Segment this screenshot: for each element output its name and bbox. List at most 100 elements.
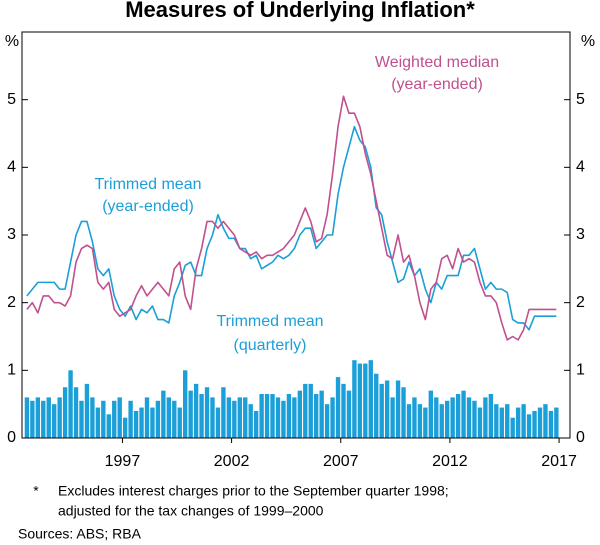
bar <box>488 394 494 438</box>
bar <box>466 397 472 438</box>
bar <box>221 387 226 438</box>
bar <box>62 387 68 438</box>
bar <box>281 400 286 438</box>
bar <box>172 400 177 438</box>
y2-tick-label: 2 <box>576 294 585 311</box>
bar <box>133 410 139 438</box>
bar <box>52 404 57 438</box>
x-tick-label: 2017 <box>541 453 577 470</box>
bar <box>243 397 248 438</box>
bar <box>117 397 122 438</box>
bar <box>335 377 341 438</box>
bar <box>543 404 548 438</box>
series-sublabel: (quarterly) <box>234 337 307 354</box>
bar <box>483 397 488 438</box>
source: Sources: ABS; RBA <box>18 526 142 542</box>
bar <box>161 390 166 438</box>
bar <box>505 404 510 438</box>
bar <box>455 394 461 438</box>
bar <box>314 394 319 438</box>
bar <box>112 400 117 438</box>
footnote-marker: * <box>33 483 39 499</box>
bar <box>106 414 111 438</box>
footnote-line: Excludes interest charges prior to the S… <box>58 483 449 499</box>
y-tick-label: 2 <box>7 294 16 311</box>
x-tick-label: 2007 <box>323 453 359 470</box>
bar <box>101 400 106 438</box>
bar <box>477 407 483 438</box>
bar <box>428 390 433 438</box>
bar <box>423 407 428 438</box>
bar <box>494 404 499 438</box>
bar <box>319 390 324 438</box>
bar <box>341 383 346 438</box>
bar <box>395 380 401 438</box>
bar <box>84 383 90 438</box>
bar <box>450 397 455 438</box>
bar <box>303 383 308 438</box>
bar <box>150 407 155 438</box>
series-label: Trimmed mean <box>95 176 202 193</box>
footnote-line: adjusted for the tax changes of 1999–200… <box>58 503 324 519</box>
bar <box>461 390 466 438</box>
bar <box>79 400 84 438</box>
bar <box>177 407 182 438</box>
bar <box>144 397 150 438</box>
bar <box>253 410 259 438</box>
bar <box>554 407 559 438</box>
bar <box>352 360 357 438</box>
bar <box>292 397 297 438</box>
bar <box>472 400 477 438</box>
line <box>26 125 557 331</box>
bar <box>434 397 439 438</box>
bar <box>226 397 232 438</box>
bar <box>57 397 62 438</box>
plot-frame <box>21 31 571 439</box>
bar <box>308 383 313 438</box>
bar <box>193 383 199 438</box>
bar <box>368 360 373 438</box>
bar <box>390 397 395 438</box>
bar <box>210 397 215 438</box>
bar <box>199 394 204 438</box>
bar <box>548 410 554 438</box>
bar <box>248 404 253 438</box>
bar <box>297 390 303 438</box>
bar <box>275 397 281 438</box>
bar <box>24 397 30 438</box>
bar <box>417 404 423 438</box>
bar <box>90 397 95 438</box>
bar <box>68 370 73 438</box>
bar <box>35 397 41 438</box>
y2-tick-label: 1 <box>576 362 585 379</box>
x-tick-label: 1997 <box>105 453 141 470</box>
bar <box>270 394 275 438</box>
bar <box>46 397 51 438</box>
bar <box>264 394 270 438</box>
y-tick-label: 0 <box>7 429 16 446</box>
bar <box>41 400 46 438</box>
series-sublabel: (year-ended) <box>102 198 194 215</box>
y2-axis-label: % <box>581 33 595 50</box>
bar <box>139 407 144 438</box>
bar <box>515 407 521 438</box>
bar <box>128 400 133 438</box>
bar <box>73 387 79 438</box>
bar <box>412 397 417 438</box>
bar <box>363 363 368 438</box>
bar <box>526 414 532 438</box>
bar <box>330 397 335 438</box>
bar <box>188 390 193 438</box>
bar <box>30 400 35 438</box>
bar <box>357 363 363 438</box>
bar <box>510 417 515 438</box>
bar <box>155 400 161 438</box>
series-label: Weighted median <box>375 54 499 71</box>
line <box>26 95 557 341</box>
bar <box>122 417 128 438</box>
bar <box>384 380 390 438</box>
chart-title: Measures of Underlying Inflation* <box>125 0 475 22</box>
bar <box>499 407 504 438</box>
bar <box>286 394 292 438</box>
